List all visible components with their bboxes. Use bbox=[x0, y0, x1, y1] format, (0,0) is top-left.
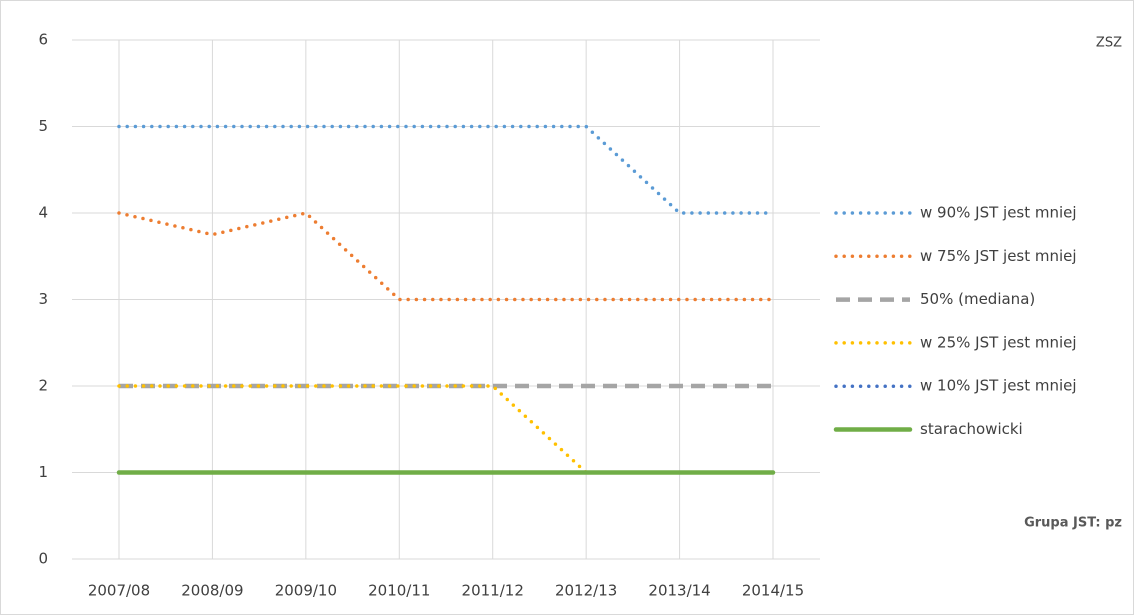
legend-label: w 10% JST jest mniej bbox=[920, 377, 1077, 395]
y-tick-label: 2 bbox=[38, 377, 48, 395]
legend-label: w 90% JST jest mniej bbox=[920, 204, 1077, 222]
y-tick-label: 6 bbox=[38, 31, 48, 49]
x-tick-label: 2010/11 bbox=[368, 582, 430, 600]
x-tick-label: 2014/15 bbox=[742, 582, 804, 600]
y-tick-label: 0 bbox=[38, 550, 48, 568]
x-tick-label: 2013/14 bbox=[648, 582, 710, 600]
series-line bbox=[117, 384, 775, 475]
y-tick-label: 4 bbox=[38, 204, 48, 222]
group-label: Grupa JST: pz bbox=[1024, 516, 1122, 531]
y-tick-label: 1 bbox=[38, 463, 48, 481]
corner-label: ZSZ bbox=[1096, 36, 1122, 51]
x-tick-label: 2011/12 bbox=[462, 582, 524, 600]
legend-label: starachowicki bbox=[920, 420, 1023, 438]
x-tick-label: 2009/10 bbox=[275, 582, 337, 600]
series-line bbox=[117, 124, 775, 215]
y-tick-label: 5 bbox=[38, 117, 48, 135]
series-line bbox=[117, 211, 775, 302]
x-tick-label: 2012/13 bbox=[555, 582, 617, 600]
y-tick-label: 3 bbox=[38, 290, 48, 308]
legend-label: w 75% JST jest mniej bbox=[920, 247, 1077, 265]
x-tick-label: 2007/08 bbox=[88, 582, 150, 600]
legend-label: 50% (mediana) bbox=[920, 290, 1035, 308]
legend-label: w 25% JST jest mniej bbox=[920, 333, 1077, 351]
x-tick-label: 2008/09 bbox=[181, 582, 243, 600]
